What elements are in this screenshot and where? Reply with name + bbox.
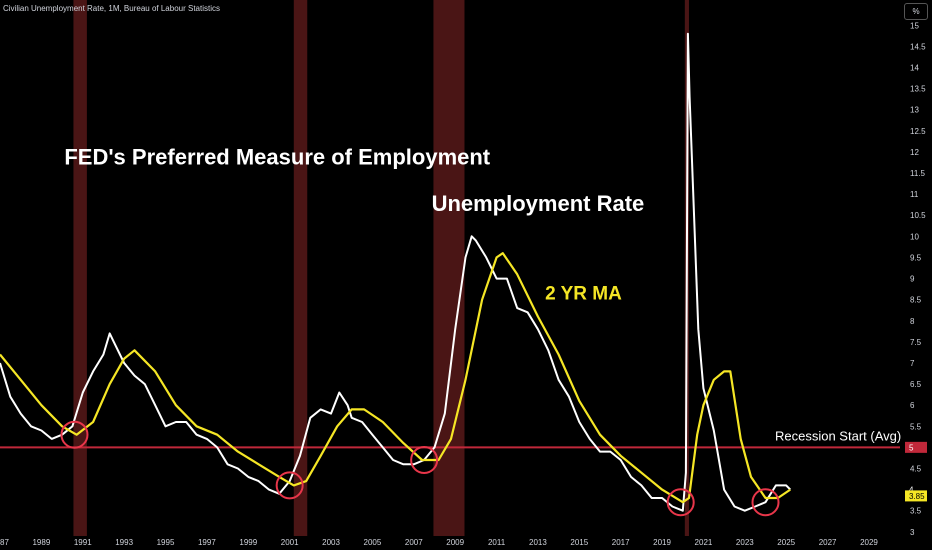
rate-last-value-tag: 4 [909, 486, 914, 495]
highlight-circle [410, 446, 439, 475]
y-tick-label: 4.5 [910, 464, 922, 473]
threshold-value-tag: 5 [909, 443, 914, 452]
x-tick-label: 2009 [446, 538, 464, 547]
x-tick-label: 2013 [529, 538, 547, 547]
x-tick-label: 1987 [0, 538, 9, 547]
y-tick-label: 10 [910, 232, 919, 241]
x-tick-label: 2005 [364, 538, 382, 547]
x-tick-label: 2003 [322, 538, 340, 547]
y-tick-label: 13.5 [910, 85, 926, 94]
x-tick-label: 2019 [653, 538, 671, 547]
x-tick-label: 1997 [198, 538, 216, 547]
highlight-circle [275, 471, 304, 500]
x-tick-label: 2015 [570, 538, 588, 547]
recession-band [293, 0, 308, 536]
x-tick-label: 2011 [488, 538, 506, 547]
y-tick-label: 9 [910, 275, 915, 284]
x-tick-label: 1995 [157, 538, 175, 547]
threshold-value-tag-bg [905, 441, 927, 453]
annotation-label: 2 YR MA [545, 284, 622, 305]
chart-title: Civilian Unemployment Rate, 1M, Bureau o… [3, 4, 220, 13]
y-tick-label: 9.5 [910, 253, 922, 262]
ma-last-value-tag: 3.85 [909, 492, 925, 501]
y-tick-label: 13 [910, 106, 919, 115]
y-tick-label: 14.5 [910, 42, 926, 51]
y-tick-label: 11.5 [910, 169, 926, 178]
y-tick-label: 8.5 [910, 296, 922, 305]
unemployment-rate-line [0, 32, 792, 512]
x-tick-label: 2007 [405, 538, 423, 547]
y-tick-label: 6 [910, 401, 915, 410]
y-tick-label: 3 [910, 528, 915, 537]
x-tick-label: 2021 [695, 538, 713, 547]
x-tick-label: 2027 [819, 538, 837, 547]
x-tick-label: 1999 [239, 538, 257, 547]
highlight-circle [666, 488, 695, 517]
moving-average-line [0, 252, 791, 504]
y-tick-label: 14 [910, 64, 919, 73]
annotation-label: Unemployment Rate [432, 191, 645, 216]
y-tick-label: 6.5 [910, 380, 922, 389]
recession-band [433, 0, 465, 536]
recession-band [73, 0, 87, 536]
y-tick-label: 15 [910, 21, 919, 30]
highlight-circle [751, 488, 780, 517]
y-tick-label: 7 [910, 359, 915, 368]
y-tick-label: 12.5 [910, 127, 926, 136]
unit-label-button[interactable]: % [904, 3, 928, 20]
x-tick-label: 1991 [74, 538, 92, 547]
x-tick-label: 2029 [860, 538, 878, 547]
rate-last-value-tag-bg [905, 484, 927, 496]
y-tick-label: 5.5 [910, 422, 922, 431]
threshold-label: Recession Start (Avg) [775, 428, 901, 443]
y-tick-label: 10.5 [910, 211, 926, 220]
y-tick-label: 3.5 [910, 507, 922, 516]
y-tick-label: 12 [910, 148, 919, 157]
y-tick-label: 8 [910, 317, 915, 326]
x-tick-label: 2017 [612, 538, 630, 547]
y-tick-label: 11 [910, 190, 919, 199]
x-tick-label: 2001 [281, 538, 299, 547]
y-tick-label: 7.5 [910, 338, 922, 347]
ma-last-value-tag-bg [905, 490, 927, 502]
x-tick-label: 2025 [777, 538, 795, 547]
x-tick-label: 1993 [115, 538, 133, 547]
highlight-circle [60, 420, 89, 449]
annotation-label: FED's Preferred Measure of Employment [64, 145, 490, 170]
x-tick-label: 2023 [736, 538, 754, 547]
x-tick-label: 1989 [32, 538, 50, 547]
